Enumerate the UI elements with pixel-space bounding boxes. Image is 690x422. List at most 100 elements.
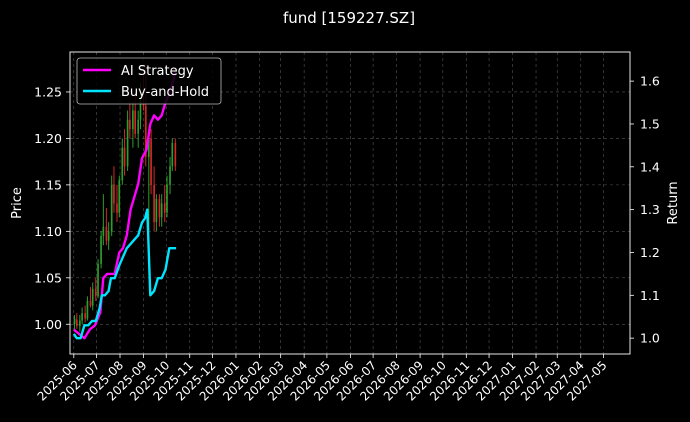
candle <box>89 287 92 308</box>
y-right-tick-label: 1.2 <box>640 245 660 260</box>
legend-box <box>76 57 222 105</box>
legend: AI Strategy Buy-and-Hold <box>76 57 222 105</box>
candle-body <box>137 119 140 134</box>
y-left-tick-label: 1.15 <box>34 177 62 192</box>
candle <box>113 166 115 213</box>
candle-body <box>150 138 152 185</box>
candle <box>81 307 83 325</box>
candle-body <box>81 313 83 321</box>
candle-body <box>134 110 137 134</box>
candle <box>116 184 118 223</box>
candle <box>169 157 171 195</box>
candle-body <box>158 198 161 218</box>
candle-body <box>132 110 134 130</box>
candle <box>118 175 121 218</box>
candle-body <box>107 231 110 241</box>
candle-body <box>121 147 124 181</box>
candle <box>123 129 126 176</box>
candle-body <box>75 319 78 327</box>
candle-body <box>86 301 89 319</box>
candle-body <box>91 288 94 306</box>
candle <box>166 175 168 218</box>
candle <box>171 138 174 171</box>
candle <box>155 194 158 232</box>
candle-body <box>171 143 174 167</box>
candle-body <box>113 184 115 204</box>
candle <box>163 184 166 223</box>
candle <box>91 282 94 311</box>
candle-body <box>79 320 81 327</box>
candle-body <box>160 203 163 218</box>
candle <box>86 296 89 321</box>
y-right-tick-label: 1.4 <box>640 159 660 174</box>
candle <box>160 194 163 227</box>
candle-body <box>102 226 105 236</box>
candle <box>121 138 124 185</box>
candle <box>158 194 161 227</box>
candle <box>174 138 177 171</box>
series-lines <box>72 68 178 340</box>
candle-body <box>100 235 102 264</box>
candle <box>137 110 140 148</box>
candle-body <box>110 184 113 232</box>
candle-body <box>116 203 118 213</box>
candle-body <box>144 105 147 158</box>
candle <box>79 314 81 332</box>
y-left-tick-label: 1.00 <box>34 317 62 332</box>
candle <box>84 305 86 323</box>
candle <box>102 194 105 246</box>
candle-body <box>169 166 171 185</box>
candle <box>110 175 113 236</box>
candle-body <box>147 138 150 158</box>
candle <box>132 101 134 148</box>
candle-body <box>73 318 76 325</box>
candle-body <box>163 203 166 213</box>
candle <box>107 222 110 250</box>
legend-label-ai-strategy: AI Strategy <box>121 64 194 79</box>
candle <box>94 277 97 302</box>
candle <box>97 259 99 299</box>
chart-title: fund [159227.SZ] <box>283 9 415 27</box>
candle <box>126 110 129 171</box>
candle <box>147 129 150 232</box>
candle-body <box>84 313 86 319</box>
candle-body <box>153 184 155 223</box>
candle-body <box>126 119 129 167</box>
y-left-tick-label: 1.10 <box>34 224 62 239</box>
candle-body <box>139 101 142 120</box>
y-left-tick-label: 1.25 <box>34 84 62 99</box>
y-right-tick-label: 1.5 <box>640 116 660 131</box>
candle <box>100 231 102 269</box>
y-right-tick-label: 1.3 <box>640 202 660 217</box>
candle-body <box>89 301 92 306</box>
candle <box>75 313 78 329</box>
candle-body <box>97 263 99 297</box>
candle-body <box>105 226 108 241</box>
y-right-tick-label: 1.1 <box>640 288 660 303</box>
y-left-tick-label: 1.20 <box>34 131 62 146</box>
series-line-ai-strategy <box>73 68 178 340</box>
candlesticks <box>73 64 177 332</box>
candle-body <box>155 198 158 223</box>
y-right-tick-label: 1.0 <box>640 331 660 346</box>
candle <box>150 129 152 195</box>
legend-label-buy-and-hold: Buy-and-Hold <box>121 85 209 100</box>
y-axis-left: 1.00 1.05 1.10 1.15 1.20 1.25 <box>34 84 70 332</box>
series-line-buy-and-hold <box>72 208 177 340</box>
candle-body <box>174 143 177 167</box>
candle-body <box>94 288 97 297</box>
candle <box>153 166 155 232</box>
y-axis-right-label: Return <box>666 181 681 224</box>
candle <box>105 208 108 246</box>
y-axis-left-label: Price <box>10 187 25 219</box>
candle-body <box>118 180 121 213</box>
candle-body <box>166 184 168 213</box>
candle-body <box>123 147 126 167</box>
candle <box>129 101 131 139</box>
y-axis-right: 1.0 1.1 1.2 1.3 1.4 1.5 1.6 <box>630 74 660 346</box>
y-left-tick-label: 1.05 <box>34 270 62 285</box>
y-right-tick-label: 1.6 <box>640 74 660 89</box>
candle-body <box>129 119 131 130</box>
